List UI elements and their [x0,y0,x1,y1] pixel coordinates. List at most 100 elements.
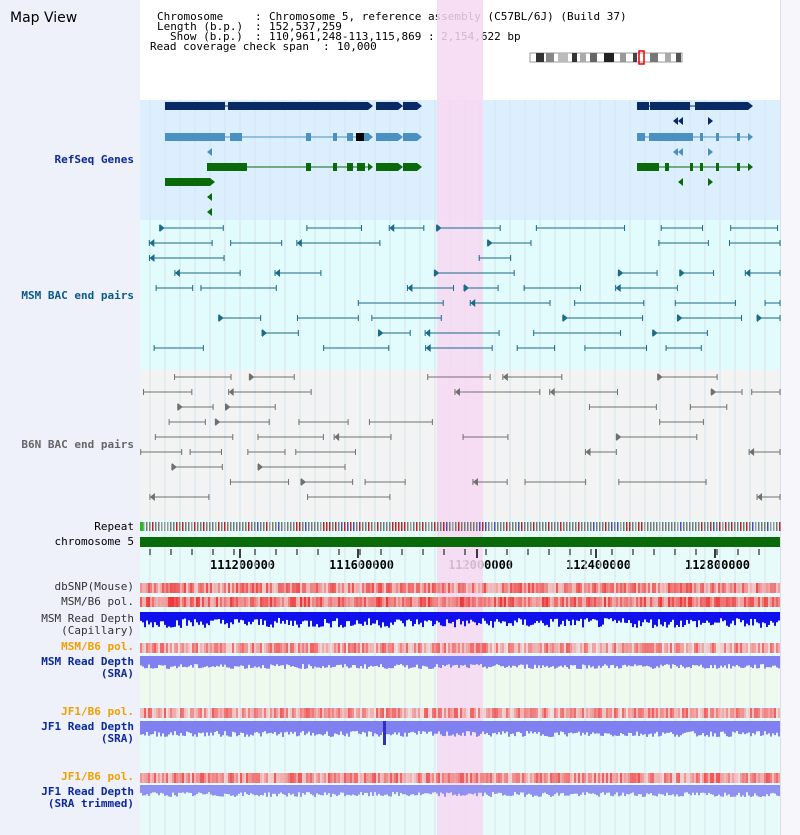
msm-b6-pol-sra-cell [770,643,772,653]
jf1-trimmed-depth-bar [154,785,156,793]
dbsnp-density-cell [676,583,678,593]
dbsnp-density-cell [702,583,704,593]
jf1-sra-depth-bar [768,721,770,734]
feature-arrow [149,254,155,262]
jf1-sra-depth-bar [298,721,300,736]
dbsnp-density-cell [384,583,386,593]
msm-capillary-depth-bar [516,612,518,623]
msm-capillary-depth-bar [604,612,606,619]
msm-b6-pol-cell [208,597,210,607]
jf1-sra-depth-bar [294,721,296,732]
dbsnp-density-cell [482,583,484,593]
jf1-sra-depth-bar [350,721,352,732]
dbsnp-density-cell [670,583,672,593]
jf1-b6-pol-cell [764,708,766,718]
jf1-trimmed-depth-bar [616,785,618,793]
msm-b6-pol-cell [606,597,608,607]
jf1-b6-pol-trimmed-cell [374,773,376,783]
msm-sra-depth-bar [188,656,190,667]
jf1-b6-pol-trimmed-cell [626,773,628,783]
msm-b6-pol-cell [748,597,750,607]
msm-b6-pol-sra-cell [686,643,688,653]
jf1-sra-depth-bar [360,721,362,735]
dbsnp-density-cell [284,583,286,593]
msm-sra-depth-bar [626,656,628,667]
repeat-element [206,522,208,531]
jf1-b6-pol-trimmed-cell [714,773,716,783]
msm-b6-pol-sra-cell [732,643,734,653]
dbsnp-density-cell [546,583,548,593]
jf1-trimmed-depth-bar [572,785,574,794]
dbsnp-density-cell [240,583,242,593]
jf1-b6-pol-cell [732,708,734,718]
msm-b6-pol-sra-cell [356,643,358,653]
jf1-b6-pol-cell [180,708,182,718]
dbsnp-density-cell [302,583,304,593]
msm-b6-pol-cell [678,597,680,607]
jf1-b6-pol-cell [440,708,442,718]
dbsnp-density-cell [418,583,420,593]
msm-sra-depth-bar [468,656,470,669]
jf1-b6-pol-cell [276,708,278,718]
msm-b6-pol-sra-cell [300,643,302,653]
jf1-sra-depth-bar [324,721,326,735]
msm-sra-depth-bar [442,656,444,665]
jf1-b6-pol-trimmed-cell [676,773,678,783]
msm-b6-pol-cell [496,597,498,607]
dbsnp-density-cell [140,583,142,593]
msm-sra-depth-bar [266,656,268,669]
msm-b6-pol-cell [376,597,378,607]
jf1-b6-pol-trimmed-cell [186,773,188,783]
msm-capillary-depth-bar [554,612,556,620]
dbsnp-density-cell [372,583,374,593]
jf1-sra-depth-bar [632,721,634,736]
msm-capillary-depth-bar [224,612,226,625]
msm-b6-pol-cell [640,597,642,607]
jf1-sra-depth-bar [356,721,358,732]
msm-capillary-depth-bar [372,612,374,624]
msm-capillary-depth-bar [680,612,682,621]
msm-b6-pol-cell [268,597,270,607]
repeat-element [374,522,376,531]
jf1-b6-pol-cell [552,708,554,718]
msm-capillary-depth-bar [540,612,542,621]
msm-b6-pol-sra-cell [280,643,282,653]
jf1-trimmed-depth-bar [256,785,258,795]
msm-sra-depth-bar [512,656,514,666]
msm-capillary-depth-bar [700,612,702,625]
msm-sra-depth-bar [260,656,262,669]
msm-b6-pol-cell [454,597,456,607]
msm-sra-depth-bar [706,656,708,669]
msm-sra-depth-bar [376,656,378,666]
msm-b6-pol-cell [446,597,448,607]
jf1-b6-pol-cell [710,708,712,718]
jf1-sra-depth-bar [170,721,172,733]
msm-b6-pol-cell [218,597,220,607]
dbsnp-density-cell [170,583,172,593]
refseq-gene-exon [695,102,748,110]
repeat-element [149,522,151,531]
jf1-b6-pol-trimmed-cell [348,773,350,783]
msm-capillary-depth-bar [380,612,382,628]
repeat-element [623,522,625,531]
msm-b6-pol-sra-cell [168,643,170,653]
msm-capillary-depth-bar [698,612,700,621]
jf1-b6-pol-trimmed-cell [172,773,174,783]
repeat-element [161,522,163,531]
jf1-trimmed-depth-bar [536,785,538,796]
jf1-sra-depth-bar [378,721,380,737]
jf1-trimmed-depth-bar [608,785,610,793]
msm-capillary-depth-bar [284,612,286,624]
msm-b6-pol-cell [476,597,478,607]
msm-b6-pol-sra-cell [414,643,416,653]
jf1-sra-depth-bar [286,721,288,732]
jf1-b6-pol-trimmed-cell [678,773,680,783]
jf1-trimmed-depth-bar [466,785,468,795]
msm-capillary-depth-bar [512,612,514,626]
jf1-trimmed-depth-bar [464,785,466,796]
msm-b6-pol-cell [290,597,292,607]
msm-sra-depth-bar [454,656,456,666]
jf1-trimmed-depth-bar [292,785,294,794]
jf1-trimmed-depth-bar [760,785,762,797]
